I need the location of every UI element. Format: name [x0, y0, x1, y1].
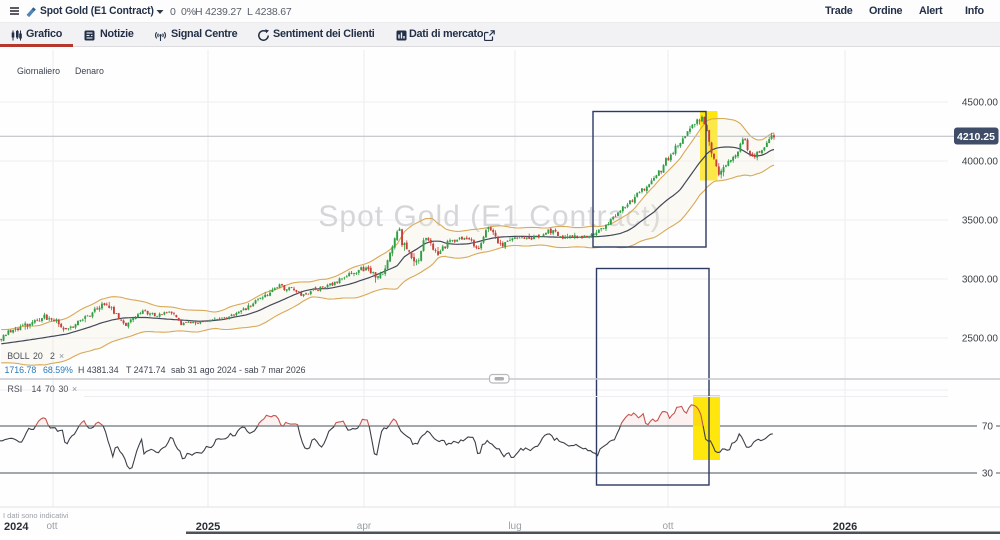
- svg-text:3000.00: 3000.00: [962, 275, 999, 286]
- svg-text:apr: apr: [357, 521, 372, 532]
- svg-text:ott: ott: [46, 521, 57, 532]
- svg-text:2024: 2024: [4, 521, 29, 533]
- svg-text:3500.00: 3500.00: [962, 216, 999, 227]
- svg-text:30: 30: [982, 469, 994, 480]
- svg-text:2500.00: 2500.00: [962, 334, 999, 345]
- svg-text:ott: ott: [662, 521, 673, 532]
- svg-text:4000.00: 4000.00: [962, 157, 999, 168]
- svg-text:4500.00: 4500.00: [962, 98, 999, 109]
- svg-text:70: 70: [982, 422, 994, 433]
- svg-text:Giornaliero: Giornaliero: [17, 66, 60, 76]
- svg-text:I dati sono indicativi: I dati sono indicativi: [3, 511, 69, 520]
- svg-text:2026: 2026: [833, 521, 857, 533]
- svg-text:Denaro: Denaro: [75, 66, 104, 76]
- svg-text:lug: lug: [508, 521, 521, 532]
- svg-text:2025: 2025: [196, 521, 220, 533]
- svg-text:4210.25: 4210.25: [957, 131, 995, 143]
